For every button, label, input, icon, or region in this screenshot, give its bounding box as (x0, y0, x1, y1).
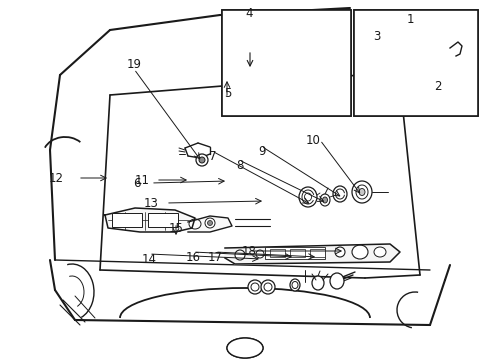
Ellipse shape (319, 194, 329, 206)
Bar (309, 249, 325, 257)
Text: 1: 1 (406, 13, 414, 26)
Ellipse shape (298, 187, 316, 207)
Text: 12: 12 (49, 172, 63, 185)
Ellipse shape (261, 280, 274, 294)
Ellipse shape (351, 245, 367, 259)
Bar (148, 213, 178, 227)
Text: 17: 17 (207, 251, 222, 264)
Ellipse shape (434, 81, 444, 91)
Text: 16: 16 (185, 251, 200, 264)
Polygon shape (187, 216, 231, 232)
Text: 15: 15 (168, 222, 183, 235)
Ellipse shape (329, 273, 343, 289)
Text: 8: 8 (235, 159, 243, 172)
Ellipse shape (226, 338, 263, 358)
Ellipse shape (189, 219, 201, 229)
Ellipse shape (196, 154, 207, 166)
Bar (289, 249, 305, 257)
Ellipse shape (351, 181, 371, 203)
Ellipse shape (311, 276, 324, 290)
Ellipse shape (373, 247, 385, 257)
Text: 18: 18 (242, 246, 256, 258)
Polygon shape (105, 208, 195, 232)
Ellipse shape (332, 186, 346, 202)
Text: 11: 11 (134, 174, 149, 186)
Ellipse shape (256, 250, 264, 258)
Ellipse shape (235, 250, 244, 260)
Ellipse shape (358, 189, 364, 195)
Polygon shape (224, 244, 399, 264)
Text: 10: 10 (305, 134, 320, 147)
Ellipse shape (334, 247, 345, 257)
Text: 4: 4 (245, 7, 253, 20)
Bar (222, 10, 350, 116)
Text: 7: 7 (208, 150, 216, 163)
Text: 14: 14 (142, 253, 156, 266)
Bar (222, 10, 350, 116)
Ellipse shape (247, 280, 262, 294)
Ellipse shape (289, 279, 299, 291)
Bar (269, 249, 285, 257)
Text: 9: 9 (257, 145, 265, 158)
Bar (353, 10, 477, 116)
Bar (264, 247, 325, 259)
Ellipse shape (322, 197, 327, 203)
Text: 19: 19 (127, 58, 142, 71)
Text: 13: 13 (144, 197, 159, 210)
Ellipse shape (207, 220, 212, 225)
Text: 5: 5 (223, 87, 231, 100)
Bar (353, 10, 477, 116)
Text: 2: 2 (433, 80, 441, 93)
Bar (112, 213, 142, 227)
Text: 6: 6 (133, 177, 141, 190)
Ellipse shape (226, 338, 263, 358)
Ellipse shape (204, 218, 215, 228)
Ellipse shape (199, 157, 204, 163)
Text: 3: 3 (372, 30, 380, 42)
